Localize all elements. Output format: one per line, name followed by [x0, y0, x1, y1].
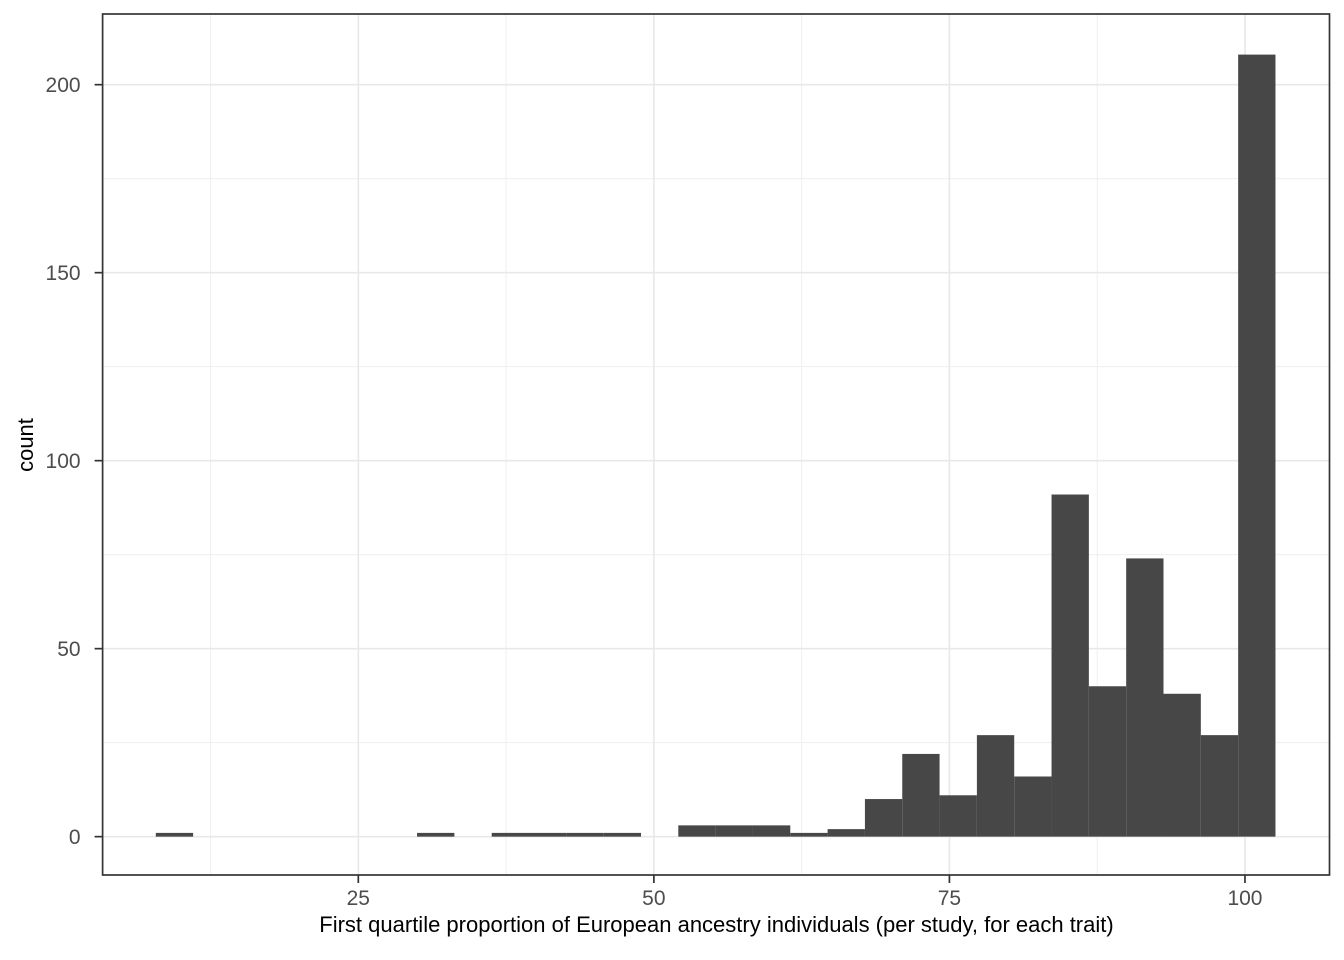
x-axis-tick-label: 50: [642, 887, 665, 910]
histogram-bar: [603, 832, 641, 837]
y-axis-title: count: [13, 418, 38, 472]
x-axis-title: First quartile proportion of European an…: [319, 912, 1114, 937]
histogram-bar: [678, 825, 716, 837]
histogram-bar: [529, 832, 567, 837]
histogram-bar: [752, 825, 791, 837]
histogram-bar: [864, 799, 903, 837]
histogram-bar: [715, 825, 753, 837]
x-axis-tick-label: 75: [938, 887, 961, 910]
y-axis-tick-label: 50: [57, 638, 80, 661]
histogram-bar: [417, 832, 455, 837]
panel-border: [101, 13, 1331, 876]
histogram-bar: [491, 832, 530, 837]
histogram-bar: [1051, 494, 1089, 837]
histogram-bar: [1200, 735, 1239, 837]
histogram-bar: [1126, 558, 1164, 837]
x-axis-tick-label: 25: [347, 887, 370, 910]
y-axis-tick-label: 150: [46, 262, 81, 285]
histogram-bar: [566, 832, 604, 837]
histogram-bar: [1163, 693, 1201, 837]
histogram-bar: [1238, 54, 1276, 837]
x-axis-tick-label: 100: [1227, 887, 1262, 910]
histogram-bar: [1014, 776, 1052, 837]
histogram-bar: [976, 735, 1015, 837]
histogram-bar: [155, 832, 194, 837]
y-axis-tick-label: 100: [46, 450, 81, 473]
histogram-bar: [1088, 686, 1127, 837]
y-axis-tick-label: 0: [69, 826, 81, 849]
histogram-bar: [902, 753, 940, 837]
histogram-bar: [827, 829, 865, 837]
histogram-bar: [939, 795, 977, 837]
y-axis-tick-label: 200: [46, 74, 81, 97]
histogram-bar: [790, 832, 828, 837]
